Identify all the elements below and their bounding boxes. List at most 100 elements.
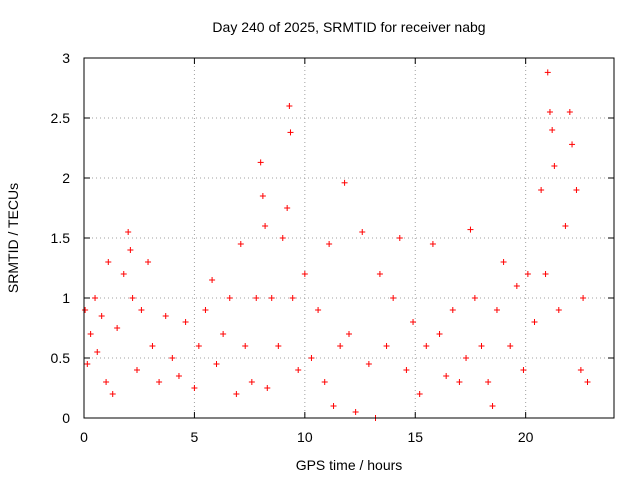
data-point — [396, 235, 403, 241]
data-point — [449, 307, 456, 313]
data-point — [478, 343, 485, 349]
data-point — [114, 325, 121, 331]
y-axis-label: SRMTID / TECUs — [5, 183, 21, 293]
data-point — [330, 403, 337, 409]
data-point — [416, 391, 423, 397]
data-point — [513, 283, 520, 289]
x-tick-label: 20 — [518, 429, 534, 445]
data-point — [84, 361, 91, 367]
data-point — [162, 313, 169, 319]
chart-title: Day 240 of 2025, SRMTID for receiver nab… — [212, 19, 485, 35]
data-point — [562, 223, 569, 229]
data-point — [275, 343, 282, 349]
y-tick-label: 3 — [62, 50, 70, 66]
data-point — [134, 367, 140, 373]
y-tick-label: 1.5 — [51, 230, 71, 246]
data-point — [584, 379, 591, 385]
data-point — [471, 295, 478, 301]
data-point — [555, 307, 562, 313]
data-point — [268, 295, 275, 301]
data-point — [365, 361, 372, 367]
data-point — [507, 343, 514, 349]
data-point — [308, 355, 315, 361]
data-point — [485, 379, 492, 385]
data-point — [156, 379, 163, 385]
y-tick-label: 2.5 — [51, 110, 71, 126]
data-point — [544, 69, 551, 76]
data-point — [403, 367, 410, 373]
data-point — [138, 307, 145, 313]
data-point — [383, 343, 390, 349]
data-point — [253, 295, 260, 301]
data-point — [376, 271, 383, 277]
data-point — [577, 367, 584, 373]
data-point — [226, 295, 233, 301]
x-tick-label: 15 — [407, 429, 423, 445]
data-point — [520, 367, 527, 373]
data-point — [573, 187, 580, 193]
data-point — [209, 277, 216, 283]
data-point — [289, 295, 296, 301]
data-point — [352, 409, 359, 415]
data-point — [175, 373, 182, 379]
data-point — [546, 109, 553, 115]
data-point — [321, 379, 328, 385]
data-point — [500, 259, 507, 265]
data-point — [259, 193, 266, 199]
data-point — [248, 379, 255, 385]
x-tick-label: 5 — [191, 429, 199, 445]
data-point — [262, 223, 269, 229]
data-point — [169, 355, 176, 361]
data-point — [103, 379, 110, 385]
data-point — [295, 367, 302, 373]
data-point — [538, 187, 545, 193]
data-point — [92, 295, 99, 301]
data-point — [456, 379, 463, 385]
data-point — [524, 271, 531, 277]
data-point — [87, 331, 94, 337]
x-tick-label: 0 — [80, 429, 88, 445]
y-tick-label: 1 — [62, 290, 70, 306]
data-point — [489, 403, 496, 409]
data-point — [287, 129, 294, 136]
data-point — [566, 109, 573, 115]
grid-lines — [84, 58, 614, 418]
data-point — [98, 313, 105, 319]
data-point — [580, 295, 587, 301]
data-point — [346, 331, 352, 337]
data-point — [220, 331, 227, 337]
data-point — [105, 259, 112, 265]
data-point — [109, 391, 116, 397]
data-point — [129, 295, 136, 301]
data-point — [233, 391, 240, 397]
data-point — [127, 247, 134, 253]
axis-ticks — [83, 57, 614, 419]
data-points — [82, 69, 591, 421]
data-point — [542, 271, 549, 277]
data-point — [551, 163, 558, 169]
data-point — [315, 307, 322, 313]
data-point — [467, 226, 474, 233]
data-point — [286, 103, 293, 109]
data-point — [493, 307, 500, 313]
x-tick-label: 10 — [297, 429, 313, 445]
data-point — [279, 235, 286, 241]
data-point — [264, 385, 271, 391]
data-point — [326, 241, 333, 247]
y-tick-label: 0 — [62, 410, 70, 426]
data-point — [257, 159, 264, 166]
data-point — [191, 385, 198, 391]
data-point — [145, 259, 152, 265]
data-point — [237, 241, 244, 247]
data-point — [301, 271, 308, 277]
y-tick-label: 2 — [62, 170, 70, 186]
data-point — [242, 343, 249, 349]
data-point — [569, 141, 576, 148]
x-axis-label: GPS time / hours — [296, 457, 403, 473]
data-point — [429, 241, 436, 247]
data-point — [202, 307, 209, 313]
data-point — [82, 307, 89, 313]
data-point — [531, 319, 538, 325]
data-point — [549, 127, 556, 133]
